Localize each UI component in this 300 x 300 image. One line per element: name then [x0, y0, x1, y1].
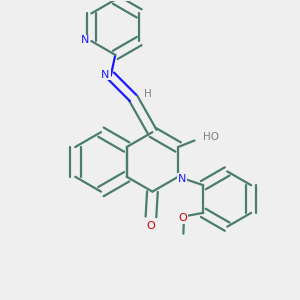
- Text: N: N: [178, 174, 186, 184]
- Text: HO: HO: [203, 132, 219, 142]
- Text: N: N: [101, 70, 110, 80]
- Text: O: O: [147, 221, 155, 231]
- Text: N: N: [81, 35, 89, 46]
- Text: O: O: [178, 213, 187, 223]
- Text: H: H: [143, 89, 151, 99]
